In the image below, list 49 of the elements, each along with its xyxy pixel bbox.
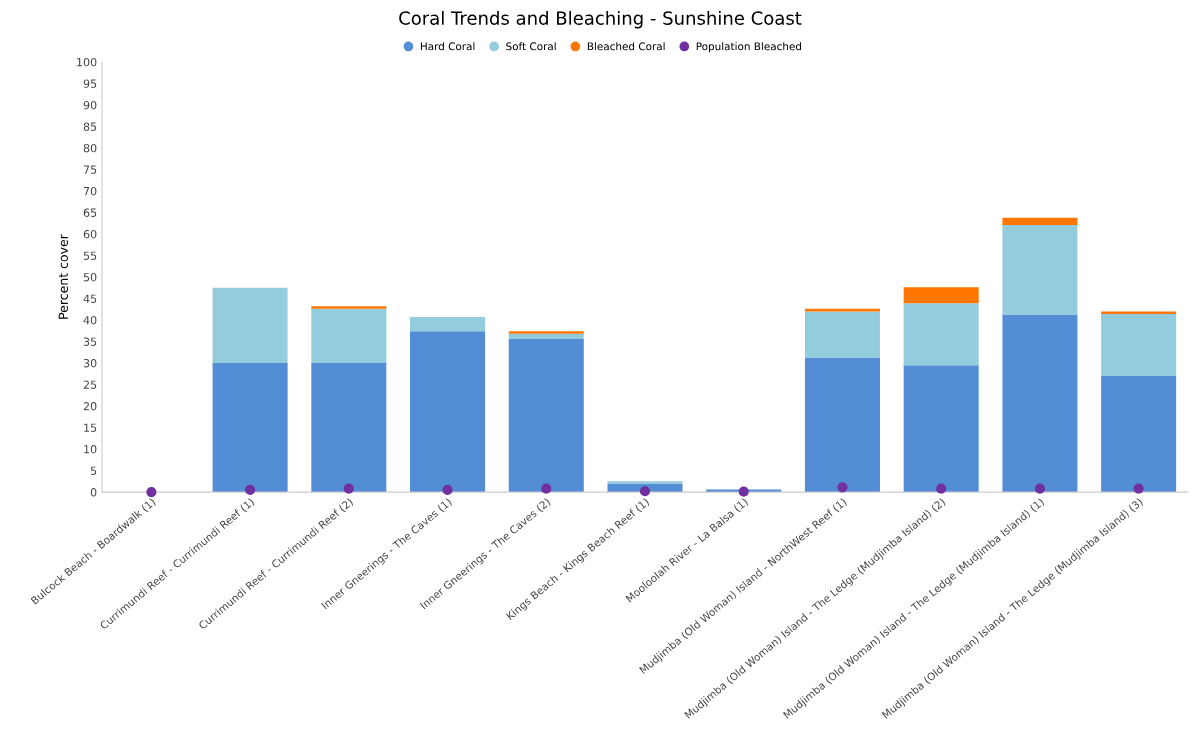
bar: [1002, 217, 1078, 225]
bar: [804, 357, 880, 493]
y-tick-label: 35: [83, 337, 97, 346]
y-tick-label: 0: [90, 488, 97, 497]
y-tick-label: 50: [83, 272, 97, 282]
y-tick-label: 70: [83, 186, 97, 196]
y-tick-label: 20: [83, 402, 97, 411]
bar: [508, 338, 584, 493]
y-tick-label: 60: [83, 229, 97, 239]
y-tick-label: 65: [83, 208, 97, 217]
bar: [311, 306, 387, 309]
y-tick-label: 5: [90, 466, 97, 475]
bar: [410, 331, 486, 493]
y-tick-label: 40: [83, 316, 97, 325]
bar: [508, 331, 584, 334]
y-tick-label: 10: [84, 445, 97, 454]
y-tick-label: 75: [83, 165, 97, 174]
bar: [903, 365, 979, 493]
bar: [1002, 314, 1078, 493]
bar: [1101, 311, 1177, 315]
y-tick-label: 100: [77, 57, 97, 67]
bar: [607, 481, 683, 484]
y-tick-label: 30: [83, 359, 97, 368]
bar: [508, 333, 584, 339]
bar: [903, 303, 979, 366]
legend-label: Bleached Coral: [587, 42, 665, 51]
chart-title: Coral Trends and Bleaching - Sunshine Coast: [399, 10, 802, 29]
y-tick-label: 90: [83, 100, 97, 110]
y-tick-label: 80: [83, 143, 97, 153]
bar: [311, 363, 387, 493]
y-tick-label: 45: [83, 294, 97, 303]
y-tick-label: 95: [83, 79, 97, 88]
y-tick-label: 55: [83, 251, 97, 260]
bar: [212, 287, 288, 364]
bar: [903, 287, 979, 304]
legend-label: Hard Coral: [420, 42, 475, 51]
bar: [212, 363, 288, 493]
bar: [804, 311, 880, 358]
legend-label: Soft Coral: [506, 42, 556, 51]
bar: [1101, 314, 1177, 376]
y-axis-title: Percent cover: [58, 234, 68, 319]
legend-label: Population Bleached: [696, 42, 802, 53]
bar: [311, 308, 387, 364]
bar: [1101, 375, 1177, 493]
y-tick-label: 15: [84, 423, 97, 432]
bar: [410, 317, 486, 332]
y-tick-label: 85: [83, 122, 97, 131]
bar: [1002, 224, 1078, 315]
y-tick-label: 25: [83, 380, 97, 389]
